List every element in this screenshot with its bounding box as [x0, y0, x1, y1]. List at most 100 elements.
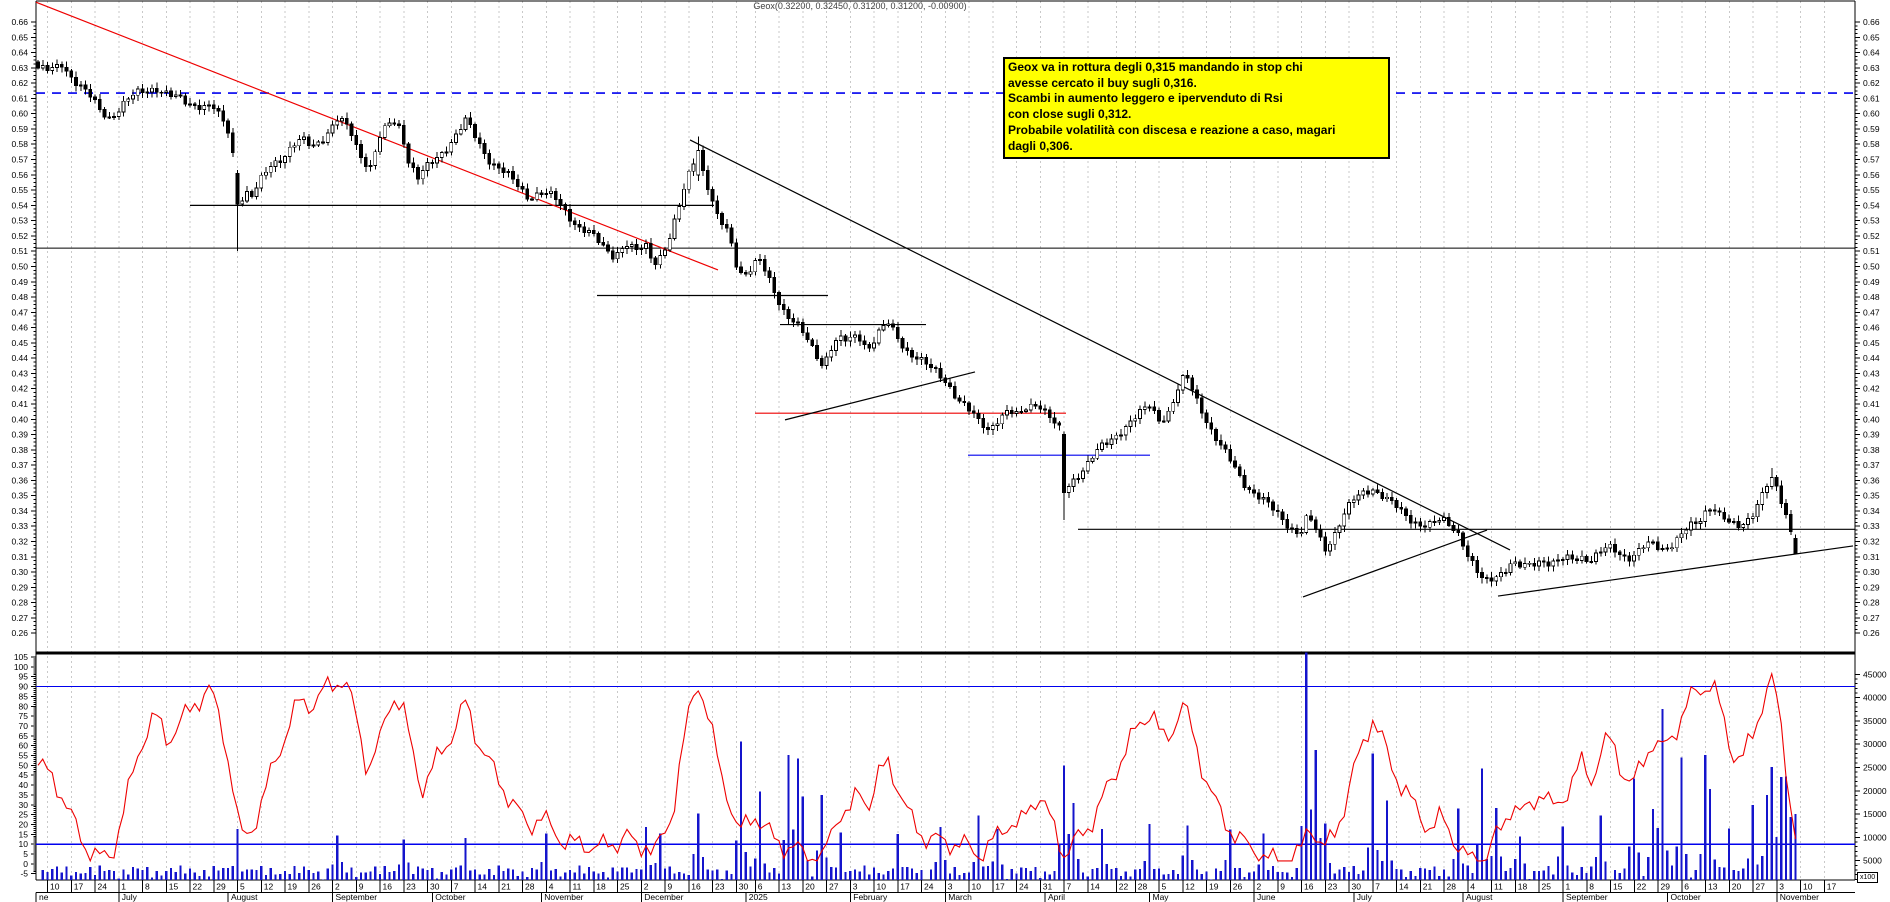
svg-text:20: 20 [19, 819, 29, 829]
svg-text:0.62: 0.62 [1863, 78, 1880, 88]
svg-text:April: April [1048, 892, 1065, 902]
svg-text:8: 8 [145, 882, 150, 892]
svg-text:0.66: 0.66 [1863, 17, 1880, 27]
svg-text:0.31: 0.31 [1863, 552, 1880, 562]
svg-text:0.32: 0.32 [11, 537, 28, 547]
svg-text:7: 7 [454, 882, 459, 892]
svg-text:4: 4 [1470, 882, 1475, 892]
svg-text:0.59: 0.59 [1863, 124, 1880, 134]
svg-text:8: 8 [1589, 882, 1594, 892]
svg-text:12: 12 [264, 882, 274, 892]
svg-text:0.26: 0.26 [11, 628, 28, 638]
svg-text:0.45: 0.45 [11, 338, 28, 348]
svg-text:17: 17 [74, 882, 84, 892]
svg-text:0.63: 0.63 [11, 63, 28, 73]
svg-text:0.35: 0.35 [1863, 491, 1880, 501]
svg-text:0.37: 0.37 [11, 460, 28, 470]
svg-text:10: 10 [50, 882, 60, 892]
svg-text:0.59: 0.59 [11, 124, 28, 134]
analysis-annotation-box[interactable]: Geox va in rottura degli 0,315 mandando … [1003, 57, 1390, 159]
svg-text:16: 16 [383, 882, 393, 892]
svg-text:30: 30 [19, 800, 29, 810]
svg-text:0.36: 0.36 [1863, 475, 1880, 485]
svg-text:5: 5 [240, 882, 245, 892]
svg-text:0.36: 0.36 [11, 475, 28, 485]
svg-text:0.64: 0.64 [11, 48, 28, 58]
svg-text:0.56: 0.56 [11, 170, 28, 180]
svg-text:19: 19 [1209, 882, 1219, 892]
volume-axis: 45000 40000 35000 30000 25000 20000 15000 10000… [1855, 669, 1887, 880]
svg-text:0.28: 0.28 [11, 598, 28, 608]
svg-text:March: March [948, 892, 972, 902]
svg-text:0.58: 0.58 [11, 139, 28, 149]
svg-text:29: 29 [216, 882, 226, 892]
svg-text:10: 10 [972, 882, 982, 892]
svg-text:9: 9 [1280, 882, 1285, 892]
svg-text:18: 18 [1518, 882, 1528, 892]
svg-text:55: 55 [19, 751, 29, 761]
svg-text:12: 12 [1185, 882, 1195, 892]
annotation-line: con close sugli 0,312. [1008, 107, 1132, 122]
svg-text:24: 24 [924, 882, 934, 892]
svg-text:0.48: 0.48 [1863, 292, 1880, 302]
svg-text:0.43: 0.43 [11, 368, 28, 378]
svg-text:13: 13 [782, 882, 792, 892]
svg-text:0.35: 0.35 [11, 491, 28, 501]
rsi-line [37, 671, 1797, 863]
svg-text:0.65: 0.65 [11, 32, 28, 42]
svg-text:July: July [122, 892, 138, 902]
svg-text:23: 23 [715, 882, 725, 892]
svg-text:13: 13 [1708, 882, 1718, 892]
svg-text:June: June [1257, 892, 1276, 902]
svg-text:July: July [1357, 892, 1373, 902]
svg-text:0.34: 0.34 [1863, 506, 1880, 516]
svg-text:25: 25 [620, 882, 630, 892]
svg-text:45000: 45000 [1863, 669, 1887, 679]
svg-text:0.26: 0.26 [1863, 628, 1880, 638]
svg-text:29: 29 [1661, 882, 1671, 892]
svg-text:21: 21 [1423, 882, 1433, 892]
svg-text:75: 75 [19, 711, 29, 721]
svg-text:0.44: 0.44 [1863, 353, 1880, 363]
svg-text:0.28: 0.28 [1863, 598, 1880, 608]
candlesticks [36, 59, 1798, 587]
volume-scale-multiplier-badge: x100 [1857, 872, 1879, 883]
svg-text:14: 14 [478, 882, 488, 892]
svg-text:-5: -5 [20, 869, 28, 879]
svg-text:0.48: 0.48 [11, 292, 28, 302]
chart-title: Geox(0.32200, 0.32450, 0.31200, 0.31200,… [753, 1, 967, 11]
svg-text:0.39: 0.39 [11, 430, 28, 440]
svg-text:100: 100 [14, 662, 28, 672]
svg-text:November: November [1780, 892, 1819, 902]
svg-text:40: 40 [19, 780, 29, 790]
annotation-line: dagli 0,306. [1008, 138, 1073, 153]
svg-text:105: 105 [14, 652, 28, 662]
svg-text:0.40: 0.40 [1863, 414, 1880, 424]
svg-text:85: 85 [19, 691, 29, 701]
svg-text:5000: 5000 [1863, 856, 1882, 866]
annotation-line: avesse cercato il buy sugli 0,316. [1008, 75, 1197, 90]
svg-text:0.58: 0.58 [1863, 139, 1880, 149]
svg-text:0.57: 0.57 [1863, 155, 1880, 165]
svg-text:0.42: 0.42 [1863, 384, 1880, 394]
svg-text:15000: 15000 [1863, 809, 1887, 819]
svg-text:40000: 40000 [1863, 693, 1887, 703]
svg-text:3: 3 [853, 882, 858, 892]
svg-text:23: 23 [1328, 882, 1338, 892]
svg-text:0.62: 0.62 [11, 78, 28, 88]
svg-text:4: 4 [549, 882, 554, 892]
svg-text:0.27: 0.27 [11, 613, 28, 623]
svg-text:24: 24 [98, 882, 108, 892]
svg-text:26: 26 [1233, 882, 1243, 892]
svg-text:October: October [1671, 892, 1701, 902]
svg-text:0.57: 0.57 [11, 155, 28, 165]
svg-text:0.52: 0.52 [1863, 231, 1880, 241]
svg-text:10: 10 [1803, 882, 1813, 892]
svg-text:25000: 25000 [1863, 763, 1887, 773]
price-axis: 0.66 0.66 0.65 0.65 0.64 0.64 0.63 0.63 0.62 0.62… [11, 17, 1879, 638]
svg-text:May: May [1153, 892, 1170, 902]
svg-text:22: 22 [1637, 882, 1647, 892]
weekly-gridlines [47, 1, 1825, 880]
svg-text:0.30: 0.30 [1863, 567, 1880, 577]
